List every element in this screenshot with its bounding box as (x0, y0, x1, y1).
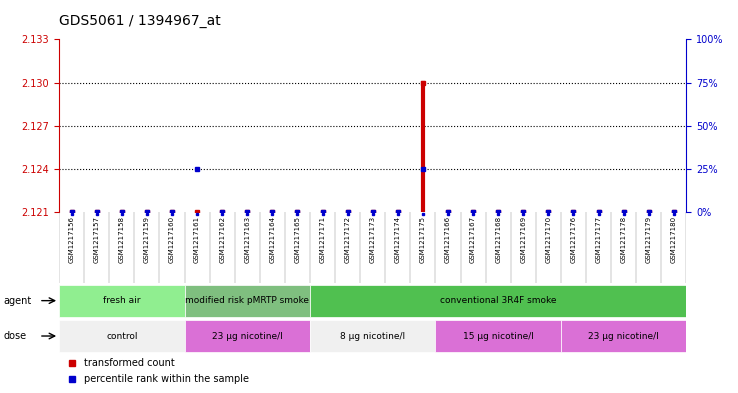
FancyBboxPatch shape (310, 320, 435, 352)
FancyBboxPatch shape (59, 285, 184, 317)
Text: GSM1217166: GSM1217166 (445, 216, 451, 263)
FancyBboxPatch shape (435, 320, 561, 352)
Text: GSM1217174: GSM1217174 (395, 216, 401, 263)
FancyBboxPatch shape (184, 285, 310, 317)
Text: GSM1217167: GSM1217167 (470, 216, 476, 263)
Text: GSM1217177: GSM1217177 (596, 216, 601, 263)
Text: GSM1217169: GSM1217169 (520, 216, 526, 263)
Text: GSM1217163: GSM1217163 (244, 216, 250, 263)
Text: GSM1217180: GSM1217180 (671, 216, 677, 263)
Text: GSM1217157: GSM1217157 (94, 216, 100, 263)
Text: GSM1217164: GSM1217164 (269, 216, 275, 263)
Text: GSM1217178: GSM1217178 (621, 216, 627, 263)
FancyBboxPatch shape (59, 320, 184, 352)
Text: GSM1217162: GSM1217162 (219, 216, 225, 263)
Text: 15 µg nicotine/l: 15 µg nicotine/l (463, 332, 534, 340)
Text: GSM1217158: GSM1217158 (119, 216, 125, 263)
Text: modified risk pMRTP smoke: modified risk pMRTP smoke (185, 296, 309, 305)
Text: GSM1217159: GSM1217159 (144, 216, 150, 263)
Text: transformed count: transformed count (84, 358, 175, 368)
Text: GSM1217170: GSM1217170 (545, 216, 551, 263)
Text: fresh air: fresh air (103, 296, 140, 305)
Text: GSM1217168: GSM1217168 (495, 216, 501, 263)
FancyBboxPatch shape (310, 285, 686, 317)
Text: GSM1217179: GSM1217179 (646, 216, 652, 263)
Text: GSM1217173: GSM1217173 (370, 216, 376, 263)
Text: 8 µg nicotine/l: 8 µg nicotine/l (340, 332, 405, 340)
Text: dose: dose (4, 331, 27, 341)
FancyBboxPatch shape (184, 320, 310, 352)
Text: percentile rank within the sample: percentile rank within the sample (84, 374, 249, 384)
Text: conventional 3R4F smoke: conventional 3R4F smoke (440, 296, 556, 305)
Text: 23 µg nicotine/l: 23 µg nicotine/l (588, 332, 659, 340)
Text: GSM1217171: GSM1217171 (320, 216, 325, 263)
Text: GSM1217161: GSM1217161 (194, 216, 200, 263)
Text: control: control (106, 332, 137, 340)
Text: GSM1217160: GSM1217160 (169, 216, 175, 263)
FancyBboxPatch shape (561, 320, 686, 352)
Text: 23 µg nicotine/l: 23 µg nicotine/l (212, 332, 283, 340)
Text: GSM1217165: GSM1217165 (294, 216, 300, 263)
Text: GDS5061 / 1394967_at: GDS5061 / 1394967_at (59, 13, 221, 28)
Text: GSM1217156: GSM1217156 (69, 216, 75, 263)
Text: GSM1217172: GSM1217172 (345, 216, 351, 263)
Text: GSM1217175: GSM1217175 (420, 216, 426, 263)
Text: GSM1217176: GSM1217176 (570, 216, 576, 263)
Text: agent: agent (4, 296, 32, 306)
